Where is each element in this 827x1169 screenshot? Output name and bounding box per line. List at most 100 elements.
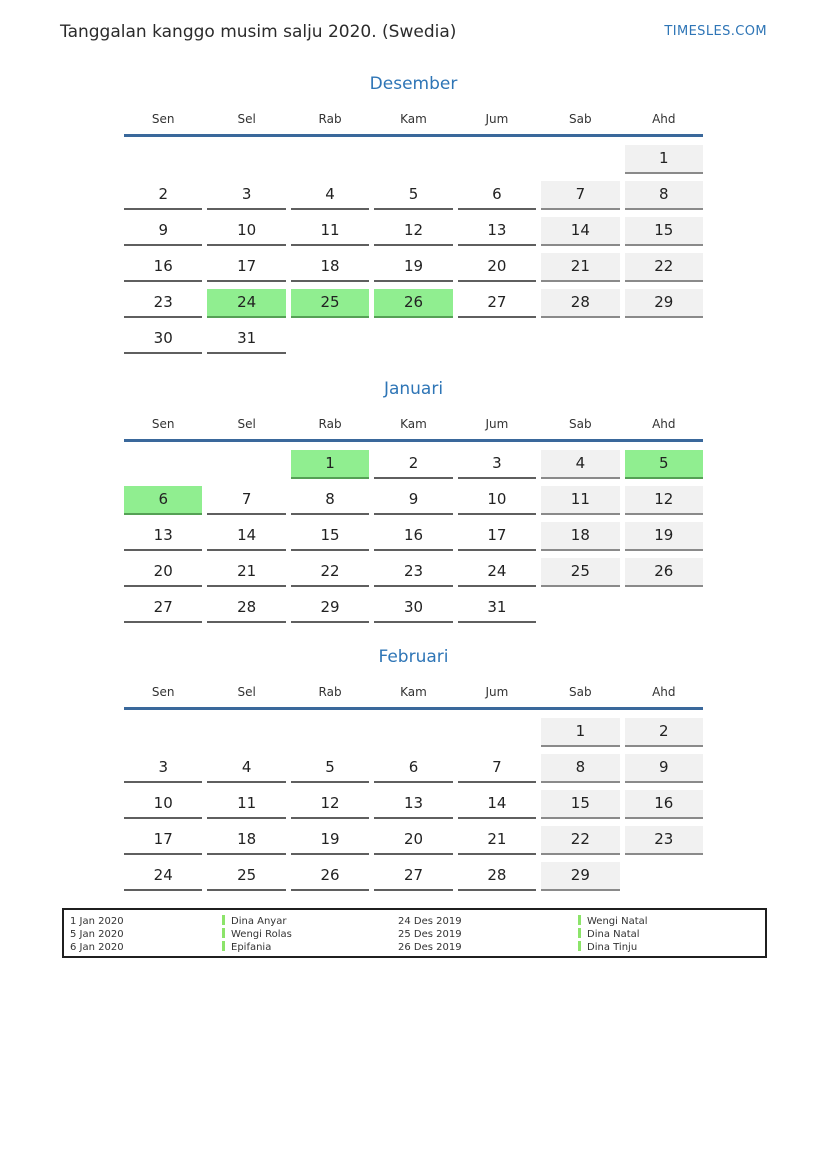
week-row: 13 14 15 16 17 18 19: [124, 522, 703, 551]
empty-cell: [541, 594, 619, 623]
empty-cell: [458, 718, 536, 747]
legend-item: Wengi Rolas: [222, 928, 398, 941]
day-cell: 22: [541, 826, 620, 855]
week-row: 27 28 29 30 31: [124, 594, 703, 623]
day-cell: 17: [457, 522, 537, 551]
holiday-marker-icon: [578, 915, 581, 925]
day-cell: 14: [457, 790, 537, 819]
day-cell: 8: [624, 181, 703, 210]
legend-date: 25 Des 2019: [398, 929, 462, 940]
day-cell: 20: [124, 558, 203, 587]
day-cell: 5: [290, 754, 370, 783]
day-cell: 31: [457, 594, 537, 623]
day-cell: 18: [290, 253, 370, 282]
legend-holiday-name: Dina Natal: [587, 929, 640, 940]
day-cell: 4: [290, 181, 370, 210]
day-cell: 11: [207, 790, 286, 819]
legend-item: Wengi Natal: [578, 915, 765, 928]
day-cell: 28: [541, 289, 620, 318]
empty-cell: [207, 145, 285, 174]
day-cell: 27: [124, 594, 203, 623]
empty-cell: [207, 718, 285, 747]
empty-cell: [625, 594, 703, 623]
day-cell: 25: [207, 862, 286, 891]
legend-item: Dina Tinju: [578, 941, 765, 954]
weekday-label: Sab: [569, 112, 592, 126]
day-cell: 7: [207, 486, 286, 515]
day-cell: 19: [374, 253, 453, 282]
day-cell: 21: [541, 253, 620, 282]
empty-cell: [374, 145, 452, 174]
legend-item: Dina Natal: [578, 928, 765, 941]
day-cell: 23: [124, 289, 203, 318]
day-cell: 28: [207, 594, 286, 623]
day-cell: 1: [624, 145, 703, 174]
page-header: Tanggalan kanggo musim salju 2020. (Swed…: [60, 20, 767, 44]
week-row: 10 11 12 13 14 15 16: [124, 790, 703, 819]
day-cell: 3: [124, 754, 203, 783]
weeks-grid: 1 2 3 4 5 6 7 8 9 10 11 12 13 14 15 16 17 18 19 20 21 22 23 24 2…: [124, 450, 703, 623]
day-cell: 22: [290, 558, 370, 587]
legend-holiday-name: Dina Anyar: [231, 916, 287, 927]
week-row: 20 21 22 23 24 25 26: [124, 558, 703, 587]
week-row: 24 25 26 27 28 29: [124, 862, 703, 891]
day-cell: 20: [374, 826, 453, 855]
day-cell: 28: [457, 862, 537, 891]
brand-link[interactable]: TIMESLES.COM: [664, 24, 767, 39]
day-cell: 18: [541, 522, 620, 551]
legend-date: 1 Jan 2020: [70, 916, 124, 927]
day-cell: 10: [207, 217, 286, 246]
day-cell: 14: [207, 522, 286, 551]
day-cell: 16: [624, 790, 703, 819]
legend-holiday-name: Wengi Natal: [587, 916, 648, 927]
weekday-label: Sen: [151, 417, 175, 431]
day-cell: 22: [624, 253, 703, 282]
month-title: Februari: [378, 647, 449, 667]
legend-holiday-name: Wengi Rolas: [231, 929, 292, 940]
legend-date: 24 Des 2019: [398, 916, 462, 927]
day-cell: 20: [457, 253, 537, 282]
day-cell: 13: [124, 522, 203, 551]
weekday-label: Sel: [237, 685, 256, 699]
legend-holiday-name: Dina Tinju: [587, 942, 638, 953]
weekday-label: Sel: [237, 417, 256, 431]
weekday-label: Jum: [485, 685, 509, 699]
day-cell: 27: [457, 289, 537, 318]
day-cell: 5: [374, 181, 453, 210]
day-cell: 16: [124, 253, 203, 282]
day-cell: 12: [290, 790, 370, 819]
weekday-label: Jum: [485, 417, 509, 431]
day-cell: 24: [124, 862, 203, 891]
day-cell: 1: [290, 450, 370, 479]
day-cell: 29: [290, 594, 370, 623]
day-cell: 3: [207, 181, 286, 210]
weekday-label: Ahd: [652, 685, 676, 699]
day-cell: 6: [374, 754, 453, 783]
weeks-grid: 1 2 3 4 5 6 7 8 9 10 11 12 13 14 15 16 17 18 19 20 21 22 23 24 2…: [124, 718, 703, 891]
empty-cell: [625, 325, 703, 354]
weekday-header-row: Sen Sel Rab Kam Jum Sab Ahd: [124, 409, 703, 442]
weekday-label: Rab: [318, 417, 342, 431]
weekday-label: Kam: [400, 417, 427, 431]
weekday-label: Kam: [400, 112, 427, 126]
legend-item: Dina Anyar: [222, 915, 398, 928]
page-title: Tanggalan kanggo musim salju 2020. (Swed…: [60, 22, 457, 42]
day-cell: 5: [624, 450, 703, 479]
legend-item: Epifania: [222, 941, 398, 954]
day-cell: 9: [374, 486, 453, 515]
day-cell: 21: [207, 558, 286, 587]
day-cell: 13: [374, 790, 453, 819]
day-cell: 12: [624, 486, 703, 515]
empty-cell: [541, 325, 619, 354]
legend-date: 6 Jan 2020: [70, 942, 124, 953]
empty-cell: [291, 325, 369, 354]
legend-box: 1 Jan 2020 5 Jan 2020 6 Jan 2020 Dina Anyar…: [62, 908, 767, 958]
week-row: 1: [124, 145, 703, 174]
day-cell: 6: [124, 486, 203, 515]
month-title: Desember: [369, 74, 458, 94]
week-row: 6 7 8 9 10 11 12: [124, 486, 703, 515]
day-cell: 15: [290, 522, 370, 551]
